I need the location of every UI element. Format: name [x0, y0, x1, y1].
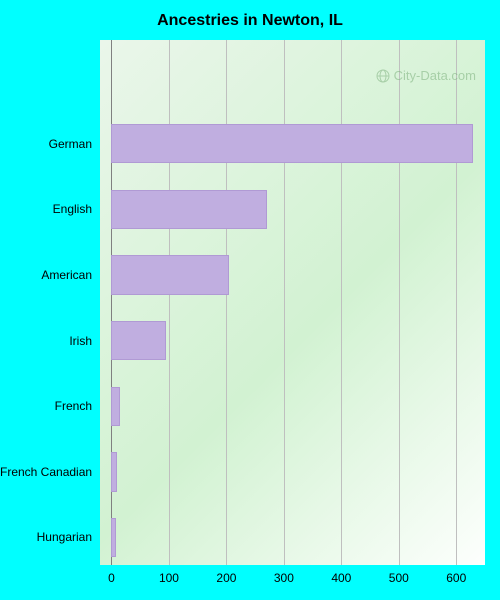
x-tick-label: 600 [446, 571, 466, 585]
x-tick-label: 400 [331, 571, 351, 585]
bar-slot [100, 321, 485, 360]
x-tick-label: 200 [216, 571, 236, 585]
y-tick-label: American [0, 268, 92, 282]
bar-slot [100, 190, 485, 229]
x-tick-label: 100 [159, 571, 179, 585]
watermark: City-Data.com [376, 68, 476, 83]
x-tick-label: 300 [274, 571, 294, 585]
bar-slot [100, 387, 485, 426]
x-tick-label: 0 [108, 571, 115, 585]
globe-icon [376, 69, 390, 83]
bar-slot [100, 452, 485, 491]
y-tick-label: French [0, 399, 92, 413]
bar-rect [111, 387, 120, 426]
bar-slot [100, 518, 485, 557]
bar-rect [111, 124, 473, 163]
plot-area [100, 40, 485, 565]
bar-slot [100, 124, 485, 163]
watermark-text: City-Data.com [394, 68, 476, 83]
bar-rect [111, 452, 117, 491]
y-tick-label: German [0, 137, 92, 151]
chart-page: Ancestries in Newton, IL City-Data.com G… [0, 0, 500, 600]
bar-slot [100, 255, 485, 294]
chart-title: Ancestries in Newton, IL [0, 12, 500, 30]
y-tick-label: French Canadian [0, 465, 92, 479]
bar-rect [111, 190, 266, 229]
y-tick-label: English [0, 202, 92, 216]
y-tick-label: Irish [0, 334, 92, 348]
bar-rect [111, 255, 229, 294]
y-tick-label: Hungarian [0, 530, 92, 544]
bar-rect [111, 321, 166, 360]
bar-rect [111, 518, 116, 557]
x-tick-label: 500 [389, 571, 409, 585]
